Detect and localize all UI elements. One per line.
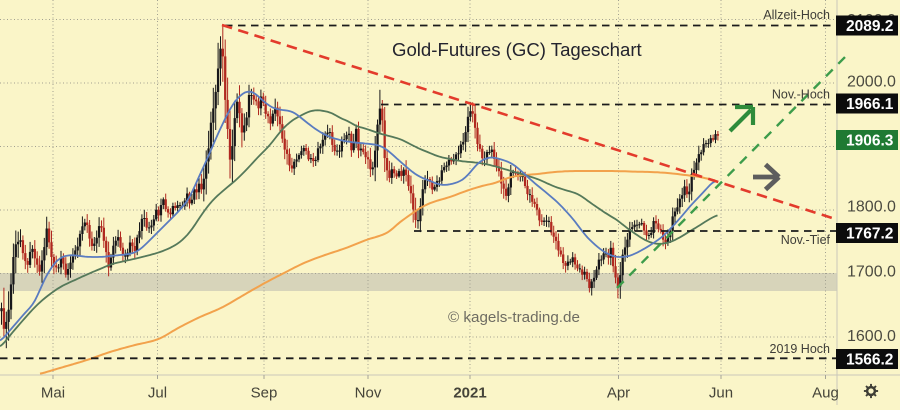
svg-text:Mai: Mai	[41, 385, 65, 402]
svg-text:1767.2: 1767.2	[846, 226, 893, 243]
svg-text:Allzeit-Hoch: Allzeit-Hoch	[763, 8, 830, 22]
svg-text:Gold-Futures (GC) Tageschart: Gold-Futures (GC) Tageschart	[392, 39, 643, 60]
svg-text:2089.2: 2089.2	[846, 18, 893, 35]
svg-text:Nov.-Tief: Nov.-Tief	[781, 233, 831, 247]
svg-text:2000.0: 2000.0	[847, 74, 896, 91]
svg-text:2019 Hoch: 2019 Hoch	[770, 342, 831, 356]
svg-text:1966.1: 1966.1	[846, 96, 894, 113]
svg-text:1600.0: 1600.0	[847, 328, 896, 345]
svg-text:Nov: Nov	[355, 385, 382, 402]
svg-text:Nov.-Hoch: Nov.-Hoch	[772, 88, 830, 102]
svg-text:© kagels-trading.de: © kagels-trading.de	[448, 309, 580, 326]
svg-text:Apr: Apr	[607, 385, 630, 402]
svg-text:1700.0: 1700.0	[847, 264, 896, 281]
svg-text:2021: 2021	[453, 385, 486, 402]
svg-text:Jun: Jun	[709, 385, 733, 402]
svg-text:1800.0: 1800.0	[847, 199, 896, 216]
svg-text:Aug: Aug	[812, 385, 839, 402]
svg-text:Sep: Sep	[251, 385, 278, 402]
svg-text:1566.2: 1566.2	[846, 352, 893, 369]
svg-text:1906.3: 1906.3	[846, 133, 894, 150]
svg-text:Jul: Jul	[148, 385, 167, 402]
